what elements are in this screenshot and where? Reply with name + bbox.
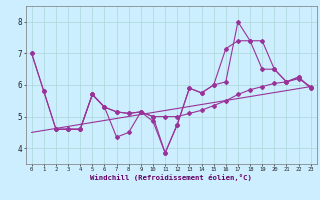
- X-axis label: Windchill (Refroidissement éolien,°C): Windchill (Refroidissement éolien,°C): [90, 174, 252, 181]
